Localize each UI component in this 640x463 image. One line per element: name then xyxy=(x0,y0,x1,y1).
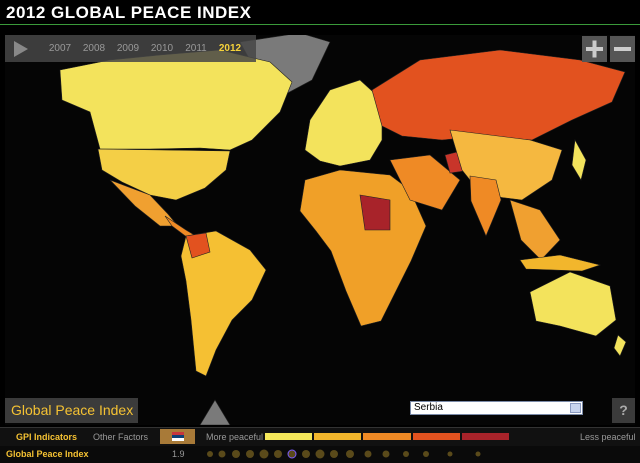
indicator-name: Global Peace Index xyxy=(6,449,89,459)
southeast-asia[interactable] xyxy=(509,199,561,261)
dropdown-arrow[interactable] xyxy=(570,403,581,413)
help-button[interactable]: ? xyxy=(612,398,635,423)
country-select[interactable]: Serbia xyxy=(410,401,583,415)
south-america[interactable] xyxy=(180,230,267,377)
year[interactable]: 2010 xyxy=(150,43,174,54)
canada[interactable] xyxy=(59,49,293,151)
year-bar: 2007 2008 2009 2010 2011 2012 xyxy=(5,35,256,62)
country-name: Serbia xyxy=(414,402,443,413)
indonesia[interactable] xyxy=(519,254,602,272)
middle-east[interactable] xyxy=(389,154,461,211)
play-button[interactable] xyxy=(12,39,32,59)
china[interactable] xyxy=(449,129,563,201)
scale-segment xyxy=(461,433,510,440)
flag xyxy=(172,432,184,441)
year-list: 2007 2008 2009 2010 2011 2012 xyxy=(43,43,247,54)
legend-low: More peaceful xyxy=(206,432,264,442)
colombia[interactable] xyxy=(185,232,211,259)
india[interactable] xyxy=(469,175,502,237)
title: 2012 GLOBAL PEACE INDEX xyxy=(6,3,252,22)
plus-icon xyxy=(592,40,597,58)
tab[interactable]: GPI Indicators xyxy=(16,432,78,442)
tab[interactable]: Other Factors xyxy=(93,432,149,442)
scale-segment xyxy=(265,433,313,440)
antarctica xyxy=(199,399,231,425)
world-map[interactable] xyxy=(5,35,635,425)
score-dots xyxy=(207,449,481,459)
year[interactable]: 2012 xyxy=(218,43,242,54)
russia[interactable] xyxy=(371,49,626,141)
minus-icon xyxy=(614,47,631,51)
scale-segment xyxy=(363,433,411,440)
title-bar: 2012 GLOBAL PEACE INDEX xyxy=(0,0,640,25)
central-america[interactable] xyxy=(164,215,197,239)
year[interactable]: 2007 xyxy=(48,43,72,54)
flag-box xyxy=(160,429,195,444)
scale-segment xyxy=(412,433,460,440)
year[interactable]: 2009 xyxy=(116,43,140,54)
new-zealand[interactable] xyxy=(613,334,627,357)
australia[interactable] xyxy=(529,271,617,337)
year[interactable]: 2008 xyxy=(82,43,106,54)
usa[interactable] xyxy=(97,148,231,201)
indicator-row: Global Peace Index 1.9 xyxy=(0,446,640,463)
europe[interactable] xyxy=(304,79,383,167)
zoom-controls xyxy=(582,36,635,62)
japan[interactable] xyxy=(571,139,587,181)
sudan[interactable] xyxy=(359,194,391,231)
year[interactable]: 2011 xyxy=(185,43,207,54)
indicator-value: 1.9 xyxy=(172,449,185,459)
color-scale xyxy=(265,433,511,440)
legend-high: Less peaceful xyxy=(580,432,636,442)
panel-label: Global Peace Index xyxy=(5,398,138,423)
africa[interactable] xyxy=(299,169,427,327)
scale-segment xyxy=(314,433,362,440)
